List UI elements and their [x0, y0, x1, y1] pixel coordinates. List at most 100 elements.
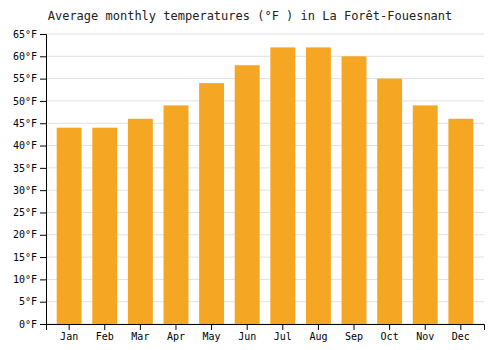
- tick: Jul: [274, 324, 292, 342]
- tick-label: Dec: [452, 331, 470, 342]
- tick-mark: [40, 56, 46, 57]
- tick-label: Jul: [274, 331, 292, 342]
- plot: 0°F 5°F 10°F 15°F 20°F 25°F 30°F 35°F 40°F 45°F 50…: [13, 29, 485, 342]
- title: Average monthly temperatures (°F ) in La…: [48, 9, 453, 23]
- tick-mark: [40, 190, 46, 191]
- tick-mark: [389, 324, 390, 330]
- axis-line: [47, 325, 485, 331]
- bars: [57, 47, 474, 324]
- bar: [413, 105, 438, 324]
- tick-mark: [140, 324, 141, 330]
- tick: 40°F: [13, 140, 46, 151]
- tick-label: Jan: [60, 331, 78, 342]
- tick: Feb: [96, 324, 114, 342]
- tick-label: Nov: [416, 331, 434, 342]
- tick-label: 0°F: [19, 319, 37, 330]
- tick: 35°F: [13, 163, 46, 174]
- tick-mark: [40, 168, 46, 169]
- tick-label: Jun: [238, 331, 256, 342]
- tick-label: 55°F: [13, 73, 37, 84]
- bar: [448, 119, 473, 324]
- tick-label: 30°F: [13, 185, 37, 196]
- tick: 65°F: [13, 29, 46, 40]
- bar: [128, 119, 153, 324]
- tick-mark: [175, 324, 176, 330]
- tick-mark: [40, 34, 46, 35]
- tick: 50°F: [13, 96, 46, 107]
- tick: 0°F: [19, 319, 46, 330]
- tick-mark: [40, 257, 46, 258]
- tick: 55°F: [13, 73, 46, 84]
- tick-label: Aug: [309, 331, 327, 342]
- tick: Apr: [167, 324, 185, 342]
- tick-mark: [40, 279, 46, 280]
- grid: [46, 34, 484, 324]
- tick-label: Sep: [345, 331, 363, 342]
- tick-mark: [69, 324, 70, 330]
- tick-mark: [40, 101, 46, 102]
- tick-label: 60°F: [13, 51, 37, 62]
- tick-label: 40°F: [13, 140, 37, 151]
- tick-label: 35°F: [13, 163, 37, 174]
- tick: May: [203, 324, 221, 342]
- tick-mark: [211, 324, 212, 330]
- tick-label: Feb: [96, 331, 114, 342]
- tick-mark: [425, 324, 426, 330]
- tick: 45°F: [13, 118, 46, 129]
- tick-label: 10°F: [13, 274, 37, 285]
- tick-mark: [40, 212, 46, 213]
- tick-label: May: [203, 331, 221, 342]
- tick-mark: [40, 79, 46, 80]
- tick-mark: [40, 235, 46, 236]
- tick-mark: [40, 146, 46, 147]
- bar: [199, 83, 224, 324]
- tick-label: Oct: [381, 331, 399, 342]
- grid-line: [46, 78, 484, 79]
- x-axis: Jan Feb Mar Apr May Jun Jul Aug Sep Oct Nov Dec: [47, 324, 485, 342]
- tick: Dec: [452, 324, 470, 342]
- tick: Jan: [60, 324, 78, 342]
- y-axis: 0°F 5°F 10°F 15°F 20°F 25°F 30°F 35°F 40°F 45°F 50…: [13, 29, 47, 330]
- tick: 20°F: [13, 229, 46, 240]
- tick: Mar: [131, 324, 149, 342]
- tick-label: Apr: [167, 331, 185, 342]
- tick: 5°F: [19, 296, 46, 307]
- tick-label: 50°F: [13, 96, 37, 107]
- grid-line: [46, 100, 484, 101]
- tick-mark: [282, 324, 283, 330]
- axis-line: [40, 35, 47, 325]
- grid-line: [46, 34, 484, 35]
- bar: [235, 65, 260, 324]
- tick: Nov: [416, 324, 434, 342]
- bar: [377, 79, 402, 324]
- bar: [342, 56, 367, 324]
- tick-mark: [40, 123, 46, 124]
- bar: [306, 47, 331, 324]
- tick-label: 15°F: [13, 252, 37, 263]
- tick-mark: [354, 324, 355, 330]
- tick-label: 20°F: [13, 229, 37, 240]
- tick: Oct: [381, 324, 399, 342]
- tick-mark: [318, 324, 319, 330]
- tick: 15°F: [13, 252, 46, 263]
- tick: 25°F: [13, 207, 46, 218]
- tick: 30°F: [13, 185, 46, 196]
- tick-label: 65°F: [13, 29, 37, 40]
- tick-mark: [460, 324, 461, 330]
- tick-label: 45°F: [13, 118, 37, 129]
- bar: [270, 47, 295, 324]
- tick-mark: [40, 324, 46, 325]
- tick-mark: [247, 324, 248, 330]
- tick: Jun: [238, 324, 256, 342]
- tick-label: 5°F: [19, 296, 37, 307]
- tick: Sep: [345, 324, 363, 342]
- chart: Average monthly temperatures (°F ) in La…: [0, 0, 500, 350]
- tick-label: 25°F: [13, 207, 37, 218]
- tick-mark: [104, 324, 105, 330]
- tick-mark: [40, 302, 46, 303]
- tick: 60°F: [13, 51, 46, 62]
- bar: [164, 105, 189, 324]
- tick: Aug: [309, 324, 327, 342]
- grid-line: [46, 56, 484, 57]
- tick-label: Mar: [131, 331, 149, 342]
